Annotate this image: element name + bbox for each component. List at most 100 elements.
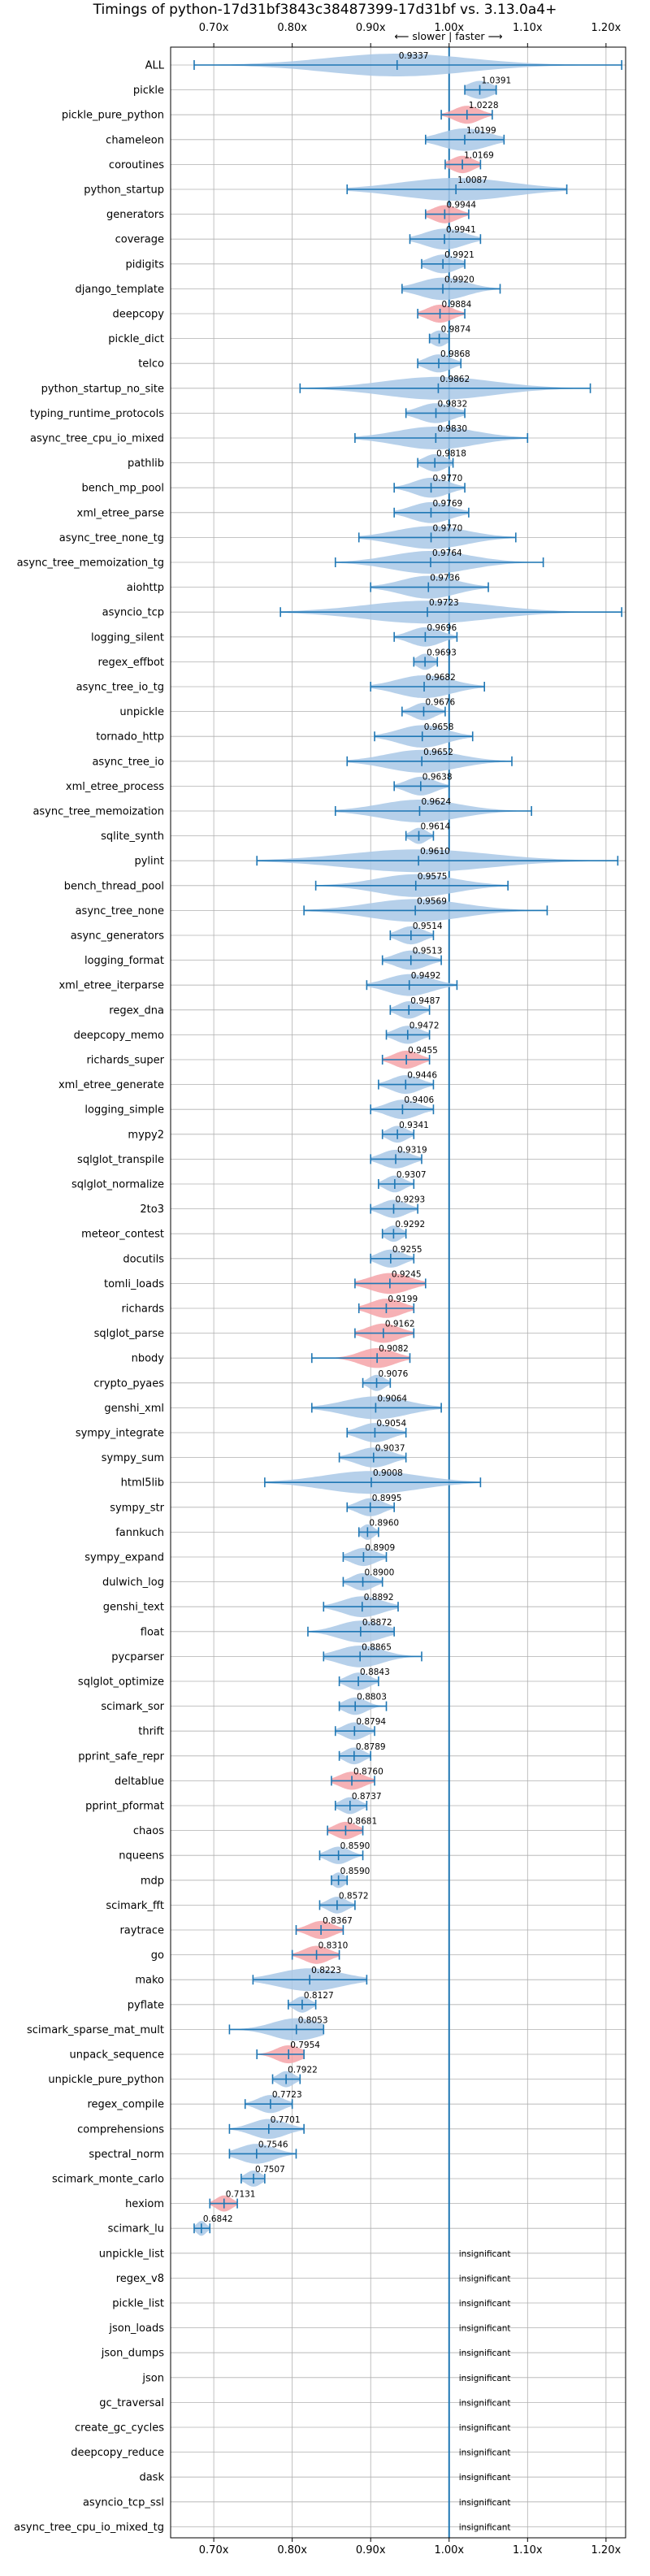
value-label: 0.9696 (427, 623, 457, 633)
value-label: 0.8223 (311, 1966, 341, 1975)
benchmark-label: scimark_fft (106, 1900, 164, 1912)
value-label: 0.7723 (272, 2090, 302, 2100)
benchmark-label: pickle_dict (108, 333, 164, 345)
value-label: 0.8892 (364, 1593, 394, 1602)
tick-label-top: 0.90x (356, 22, 386, 34)
benchmark-label: bench_mp_pool (81, 483, 164, 495)
benchmark-label: mypy2 (128, 1129, 164, 1141)
value-label: 0.9638 (422, 772, 453, 782)
value-label: 0.8737 (352, 1792, 382, 1802)
benchmark-label: async_tree_cpu_io_mixed (30, 433, 164, 445)
benchmark-label: json_dumps (101, 2348, 164, 2360)
value-label: 0.8909 (365, 1543, 395, 1553)
benchmark-label: gc_traversal (99, 2397, 164, 2409)
value-label: 0.7701 (271, 2115, 301, 2125)
value-label: 0.8995 (372, 1494, 402, 1503)
value-label: 0.9341 (399, 1121, 429, 1130)
insignificant-label: insignificant (459, 2473, 511, 2483)
benchmark-label: raytrace (119, 1925, 164, 1937)
value-label: 0.9082 (379, 1344, 409, 1354)
value-label: 0.8872 (362, 1618, 392, 1628)
value-label: 0.9764 (432, 549, 462, 558)
chart-title: Timings of python-17d31bf3843c38487399-1… (93, 2, 557, 18)
value-label: 0.9569 (417, 896, 447, 906)
insignificant-label: insignificant (459, 2249, 511, 2259)
tick-label-bottom: 1.10x (513, 2544, 543, 2556)
benchmark-label: tornado_http (96, 731, 164, 744)
value-label: 0.8310 (318, 1941, 349, 1951)
value-label: 0.9614 (420, 822, 450, 832)
value-label: 0.9293 (395, 1195, 425, 1205)
value-label: 0.8843 (360, 1667, 390, 1677)
tick-label-top: 0.80x (277, 22, 307, 34)
benchmark-label: sqlglot_normalize (72, 1179, 164, 1191)
value-label: 0.9868 (440, 349, 470, 359)
benchmark-label: pprint_pformat (85, 1801, 164, 1813)
value-label: 0.8590 (340, 1841, 370, 1851)
insignificant-label: insignificant (459, 2448, 511, 2458)
benchmark-label: asyncio_tcp_ssl (83, 2496, 164, 2509)
benchmark-label: pathlib (128, 458, 164, 470)
benchmark-label: mdp (141, 1875, 164, 1887)
benchmark-label: xml_etree_generate (58, 1079, 164, 1091)
insignificant-label: insignificant (459, 2498, 511, 2508)
value-label: 0.9455 (408, 1046, 438, 1056)
benchmark-label: deepcopy_memo (74, 1030, 164, 1042)
value-label: 0.9944 (446, 201, 476, 210)
value-label: 0.9682 (426, 673, 456, 683)
value-label: 0.9064 (377, 1394, 407, 1403)
benchmark-label: float (141, 1626, 164, 1638)
benchmark-label: sympy_expand (84, 1552, 164, 1564)
benchmark-label: nqueens (119, 1850, 164, 1863)
value-label: 0.9770 (433, 523, 463, 533)
benchmark-label: python_startup_no_site (41, 383, 164, 395)
benchmark-label: sqlite_synth (101, 830, 164, 843)
tick-label-bottom: 1.20x (592, 2544, 622, 2556)
value-label: 0.9513 (413, 947, 443, 956)
value-label: 0.9446 (407, 1071, 437, 1081)
value-label: 0.9676 (425, 698, 455, 708)
benchmark-label: pylint (134, 856, 164, 868)
benchmark-label: logging_format (84, 955, 164, 967)
benchmark-label: pprint_safe_repr (78, 1750, 164, 1763)
benchmark-label: meteor_contest (81, 1229, 164, 1241)
benchmark-label: pyflate (128, 1999, 164, 2011)
value-label: 0.8367 (323, 1916, 353, 1926)
benchmark-label: async_tree_cpu_io_mixed_tg (14, 2522, 164, 2534)
value-label: 0.9162 (385, 1320, 415, 1329)
benchmark-label: sympy_sum (102, 1452, 164, 1464)
value-label: 0.9941 (446, 225, 476, 235)
value-label: 0.8760 (353, 1767, 384, 1776)
value-label: 0.8900 (365, 1568, 395, 1578)
value-label: 0.9037 (375, 1444, 405, 1454)
benchmark-label: async_tree_memoization (32, 806, 164, 818)
benchmark-label: tomli_loads (104, 1278, 164, 1290)
value-label: 0.9652 (423, 748, 453, 757)
benchmark-label: regex_compile (87, 2099, 164, 2111)
value-label: 0.9769 (432, 499, 462, 509)
value-label: 0.9736 (430, 574, 460, 583)
value-label: 0.9884 (442, 300, 472, 310)
value-label: 0.9575 (418, 872, 448, 882)
value-label: 0.9255 (392, 1245, 422, 1255)
benchmark-labels: ALL pickle pickle_pure_python chameleon coro… (14, 60, 165, 2534)
value-label: 0.9245 (392, 1269, 422, 1279)
benchmark-label: pidigits (126, 258, 165, 271)
benchmark-label: sqlglot_parse (94, 1328, 164, 1340)
benchmark-label: async_tree_none_tg (59, 532, 164, 544)
benchmark-label: async_generators (71, 930, 165, 943)
value-label: 0.7954 (290, 2040, 320, 2050)
value-label: 1.0391 (482, 76, 512, 86)
value-label: 0.9514 (413, 922, 443, 931)
benchmark-label: scimark_lu (108, 2223, 164, 2236)
benchmark-label: scimark_monte_carlo (52, 2174, 164, 2186)
benchmark-label: coverage (115, 234, 164, 246)
value-label: 0.8794 (356, 1717, 386, 1727)
benchmark-label: regex_v8 (116, 2273, 164, 2285)
benchmark-label: deepcopy_reduce (71, 2447, 164, 2459)
benchmark-label: dask (139, 2472, 164, 2484)
value-label: 0.9693 (427, 648, 457, 657)
benchmark-label: sympy_str (110, 1502, 164, 1514)
benchmark-label: generators (106, 209, 164, 221)
benchmark-label: richards (122, 1303, 165, 1316)
